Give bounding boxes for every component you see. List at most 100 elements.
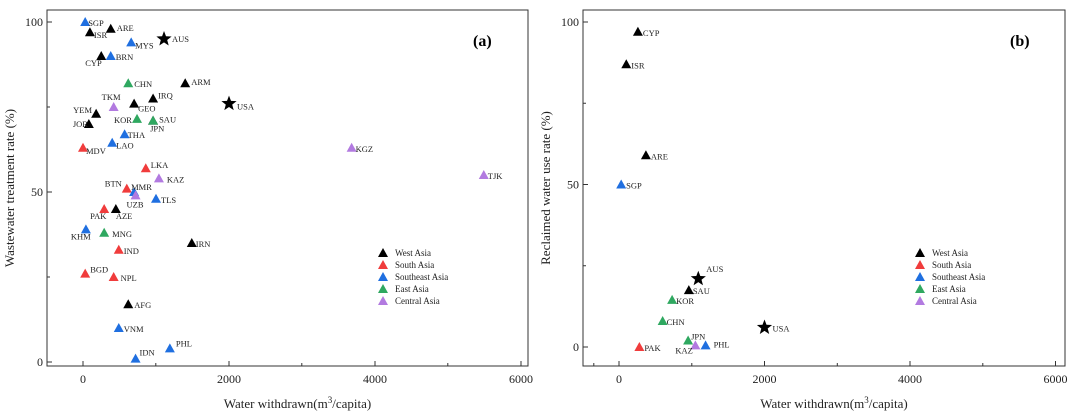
data-point-phl: PHL — [700, 339, 730, 350]
data-point-kaz: KAZ — [675, 340, 701, 355]
data-point-pak: PAK — [90, 204, 110, 221]
triangle-marker — [616, 179, 627, 189]
point-label: MNG — [112, 229, 132, 239]
data-point-sgp: SGP — [616, 179, 642, 191]
triangle-marker — [130, 190, 141, 200]
point-label: LKA — [151, 160, 169, 170]
data-point-afg: AFG — [123, 299, 151, 310]
legend-marker — [915, 284, 925, 293]
legend-marker — [378, 284, 388, 293]
legend-label: South Asia — [395, 260, 434, 270]
data-point-lka: LKA — [140, 160, 169, 173]
triangle-marker — [123, 78, 134, 88]
data-point-chn: CHN — [657, 316, 685, 327]
triangle-marker — [107, 137, 118, 147]
triangle-marker — [129, 98, 140, 108]
y-axis-title: Reclaimed water use rate (%) — [538, 111, 553, 265]
point-label: YEM — [73, 105, 92, 115]
triangle-marker — [99, 227, 110, 237]
panel-a: 0 2000 4000 6000 0 50 100 Water withdrawn(m3/ca… — [2, 9, 595, 411]
data-point-kor: KOR — [667, 294, 694, 306]
data-point-kor: KOR — [114, 113, 143, 125]
y-axis-title: Wastewater treatment rate (%) — [2, 109, 17, 267]
point-label: PAK — [90, 211, 107, 221]
star-marker — [690, 270, 706, 286]
point-label: THA — [128, 130, 146, 140]
data-point-irq: IRQ — [148, 91, 173, 103]
point-label: TKM — [102, 92, 121, 102]
triangle-marker — [121, 183, 132, 193]
triangle-marker — [690, 340, 701, 350]
point-label: KAZ — [167, 174, 184, 184]
point-label: BTN — [105, 179, 122, 189]
data-point-sau: SAU — [683, 285, 710, 296]
data-point-ind: IND — [113, 244, 139, 256]
data-point-mys: MYS — [126, 37, 154, 50]
point-label: VNM — [124, 324, 144, 334]
panel-b: 0 2000 4000 6000 0 50 100 Water withdrawn(m3/ca… — [538, 9, 1068, 411]
legend-item: Central Asia — [915, 296, 977, 306]
legend-marker — [378, 272, 388, 281]
point-label: CHN — [134, 79, 152, 89]
point-label: MYS — [135, 40, 154, 50]
point-label: CHN — [667, 317, 685, 327]
x-tick-label: 0 — [80, 372, 86, 386]
x-tick-label: 2000 — [753, 372, 777, 386]
point-label: TJK — [488, 171, 504, 181]
point-label: MMR — [131, 182, 152, 192]
triangle-marker — [148, 115, 159, 125]
data-point-khm: KHM — [71, 224, 91, 241]
data-point-lao: LAO — [107, 137, 134, 151]
legend-item: South Asia — [915, 260, 971, 270]
data-point-idn: IDN — [130, 348, 155, 363]
x-axis-title: Water withdrawn(m3/capita) — [760, 395, 907, 411]
data-point-mmr: MMR — [129, 182, 152, 196]
point-label: JPN — [150, 124, 164, 134]
triangle-marker — [632, 26, 643, 36]
legend-label: East Asia — [395, 284, 429, 294]
triangle-marker — [130, 353, 141, 363]
y-tick-label: 50 — [31, 185, 43, 199]
data-point-jpn: JPN — [683, 332, 705, 345]
triangle-marker — [96, 51, 107, 60]
triangle-marker — [126, 37, 137, 47]
triangle-marker — [119, 129, 130, 139]
data-point-arm: ARM — [180, 77, 211, 88]
legend-label: Southeast Asia — [395, 272, 448, 282]
star-marker — [221, 95, 237, 111]
point-label: CYP — [85, 58, 102, 68]
plot-frame — [582, 9, 1066, 367]
legend-item: Southeast Asia — [378, 272, 448, 282]
point-label: AFG — [134, 300, 151, 310]
y-tick-label: 0 — [37, 355, 43, 369]
triangle-marker — [140, 163, 151, 173]
triangle-marker — [148, 93, 159, 103]
panel-label: (a) — [473, 33, 492, 50]
data-point-cyp: CYP — [85, 51, 107, 68]
x-tick-label: 6000 — [1044, 372, 1068, 386]
star-marker — [156, 31, 172, 46]
x-tick-label: 4000 — [363, 372, 387, 386]
data-point-usa: USA — [221, 95, 255, 112]
point-label: SAU — [159, 115, 176, 125]
triangle-marker — [99, 204, 110, 213]
triangle-marker — [132, 113, 143, 123]
legend-marker — [915, 260, 925, 269]
point-label: KAZ — [675, 345, 692, 355]
triangle-marker — [83, 119, 94, 128]
legend-label: East Asia — [932, 284, 966, 294]
point-label: ARE — [117, 23, 134, 33]
triangle-marker — [78, 142, 88, 152]
point-label: IRN — [196, 239, 211, 249]
data-point-kgz: KGZ — [346, 142, 373, 154]
data-point-pak: PAK — [634, 342, 661, 353]
point-label: IND — [124, 246, 139, 256]
point-label: SGP — [88, 18, 104, 28]
panel-label: (b) — [1010, 33, 1030, 50]
data-point-mdv: MDV — [78, 142, 107, 156]
legend-item: Central Asia — [378, 296, 440, 306]
legend-label: West Asia — [932, 248, 968, 258]
triangle-marker — [91, 108, 102, 118]
data-point-yem: YEM — [73, 105, 102, 118]
